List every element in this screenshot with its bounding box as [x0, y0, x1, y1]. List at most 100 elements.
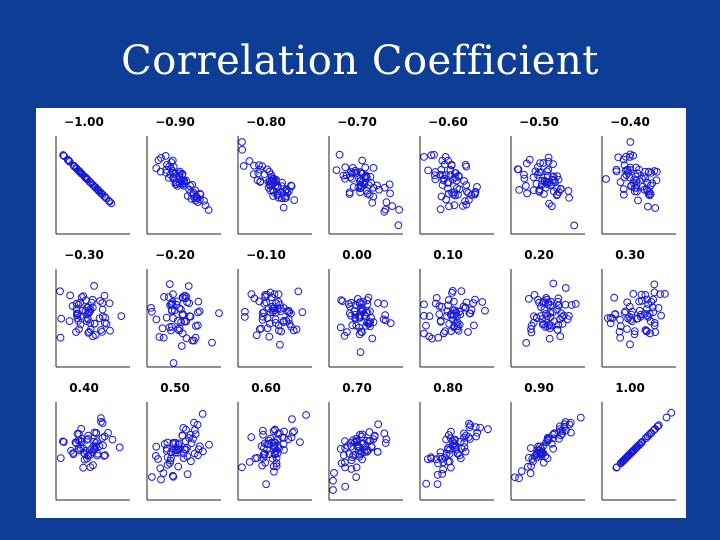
panel-label: −0.70 [337, 115, 377, 129]
data-point [606, 313, 615, 322]
data-point [154, 156, 163, 165]
data-point [648, 303, 657, 312]
data-point [269, 462, 278, 471]
data-point [337, 296, 346, 305]
data-point [250, 161, 258, 170]
scatter-panel: −1.00 [55, 115, 130, 235]
data-point [298, 308, 307, 317]
data-point [352, 463, 361, 472]
data-point [259, 430, 268, 439]
data-point [539, 159, 548, 167]
data-point [75, 325, 83, 334]
data-point [294, 287, 303, 296]
data-point [75, 446, 84, 455]
data-point [287, 181, 295, 190]
data-point [178, 171, 187, 179]
data-point [264, 436, 273, 445]
data-point [358, 306, 367, 314]
data-point [275, 326, 283, 335]
data-point [351, 301, 360, 309]
data-point [625, 312, 634, 321]
data-point [366, 436, 375, 445]
data-point [370, 432, 379, 441]
data-point [190, 449, 199, 458]
data-point [619, 457, 627, 465]
data-point [59, 438, 68, 446]
data-point [424, 166, 433, 175]
data-point [533, 446, 542, 455]
data-point [420, 329, 428, 338]
data-point [168, 156, 177, 165]
data-point [386, 319, 395, 328]
data-point [76, 320, 85, 329]
data-point [362, 187, 371, 195]
data-point [187, 439, 196, 448]
data-point [95, 314, 104, 323]
data-point [181, 294, 190, 303]
data-point [167, 454, 175, 463]
data-point [57, 314, 66, 323]
data-point [67, 446, 75, 455]
data-point [117, 312, 126, 321]
data-point [637, 290, 646, 299]
data-point [366, 172, 375, 181]
data-point [332, 166, 341, 174]
data-point [78, 170, 87, 179]
data-point [576, 413, 585, 422]
data-point [651, 204, 660, 212]
data-point [476, 423, 485, 432]
data-point [536, 159, 544, 167]
data-point [616, 322, 625, 331]
data-point [633, 187, 641, 196]
data-point [245, 458, 254, 466]
data-point [257, 442, 266, 451]
data-point [517, 467, 526, 476]
data-point [253, 454, 262, 462]
data-point [394, 221, 403, 230]
data-point [637, 439, 645, 448]
data-point [352, 321, 361, 330]
data-point [68, 302, 77, 310]
data-point [175, 324, 184, 333]
data-point [537, 303, 545, 311]
data-point [94, 186, 103, 195]
data-point [561, 284, 570, 292]
data-point [520, 170, 528, 179]
data-point [635, 306, 644, 315]
data-point [473, 183, 481, 191]
data-point [238, 145, 247, 154]
data-point [420, 300, 428, 309]
data-point [271, 308, 280, 317]
data-point [172, 180, 181, 189]
data-point [444, 184, 452, 193]
data-point [533, 170, 542, 179]
data-point [550, 317, 559, 326]
data-point [341, 463, 349, 472]
data-point [59, 437, 67, 446]
data-point [86, 305, 95, 314]
data-point [460, 434, 468, 442]
data-point [86, 463, 95, 472]
scatter-panel: 0.00 [328, 248, 403, 368]
data-point [106, 326, 114, 335]
data-point [369, 164, 378, 172]
data-point [450, 311, 459, 320]
data-point [526, 469, 535, 478]
data-point [348, 321, 357, 330]
data-point [615, 327, 624, 336]
data-point [352, 438, 361, 447]
data-point [386, 189, 395, 198]
data-point [643, 295, 652, 304]
data-point [435, 302, 444, 310]
data-point [537, 180, 546, 189]
data-point [75, 430, 83, 438]
data-point [441, 153, 450, 161]
data-point [369, 192, 378, 201]
data-point [626, 449, 635, 458]
data-point [259, 426, 267, 435]
data-point [287, 309, 295, 318]
data-point [330, 469, 338, 477]
data-point [564, 187, 573, 195]
data-point [100, 291, 109, 300]
data-point [441, 327, 450, 336]
